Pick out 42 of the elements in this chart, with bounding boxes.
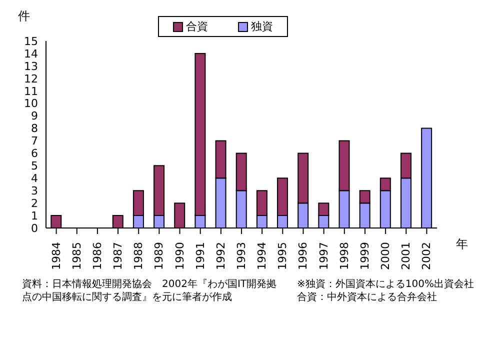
y-tick-label: 13 [24,60,38,73]
y-tick-label: 9 [31,110,38,123]
y-tick-label: 12 [24,72,38,86]
x-tick-label: 1993 [235,242,248,270]
x-tick-label: 1995 [276,242,290,270]
x-tick-label: 2001 [400,242,413,270]
y-tick-label: 6 [31,147,38,160]
x-tick-label: 1999 [358,242,372,270]
x-tick-label: 1989 [152,242,166,270]
legend-label: 合資 [185,19,208,34]
y-tick-label: 3 [31,184,38,198]
y-tick-label: 8 [31,122,38,136]
x-tick-label: 1992 [214,242,228,270]
text: ※独資：外国資本による100%出資会社 [297,278,475,291]
x-tick-label: 1994 [256,242,269,270]
x-tick-label: 1996 [296,242,310,270]
y-tick-label: 1 [31,209,38,222]
x-tick-label: 1988 [132,242,146,270]
y-tick-label: 7 [31,134,38,148]
x-tick-label: 1991 [194,242,207,270]
x-tick-label: 1998 [338,242,351,270]
y-tick-label: 5 [31,160,38,173]
y-axis-title: 件 [18,8,30,25]
x-tick-label: 1985 [70,242,84,270]
y-tick-label: 0 [31,222,38,235]
x-tick-label: 1990 [173,242,186,270]
text: 資料：日本情報処理開発協会 2002年『わが国IT開発拠点の中国移転に関する調査』を元に筆者が作成 [22,278,278,304]
text: 合資：中外資本による合弁会社 [297,291,438,304]
x-tick-label: 1997 [317,242,330,270]
x-axis-title: 年 [456,236,468,253]
x-tick-label: 2000 [379,242,392,270]
y-tick-label: 15 [24,34,38,48]
y-tick-label: 14 [24,47,38,60]
x-tick-label: 1986 [90,242,104,270]
y-tick-label: 11 [24,84,38,98]
x-tick-label: 1987 [112,242,125,270]
y-tick-label: 2 [31,196,38,210]
legend-label: 独資 [250,19,273,34]
y-tick-label: 4 [31,172,38,186]
y-tick-label: 10 [24,97,38,110]
x-tick-label: 2002 [420,242,434,270]
x-tick-label: 1984 [50,242,63,270]
